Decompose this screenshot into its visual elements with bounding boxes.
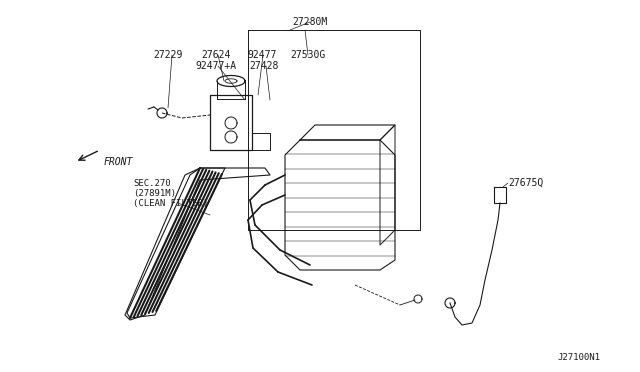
Text: 92477: 92477 xyxy=(247,50,276,60)
Text: 27675Q: 27675Q xyxy=(508,178,543,188)
Text: 27530G: 27530G xyxy=(291,50,326,60)
Text: SEC.270: SEC.270 xyxy=(133,179,171,187)
Text: 92477+A: 92477+A xyxy=(195,61,237,71)
Text: 27428: 27428 xyxy=(250,61,278,71)
Text: 27229: 27229 xyxy=(154,50,182,60)
Text: 27280M: 27280M xyxy=(292,17,328,27)
Text: (CLEAN FILTER): (CLEAN FILTER) xyxy=(133,199,208,208)
Text: 27624: 27624 xyxy=(202,50,230,60)
Text: (27891M): (27891M) xyxy=(133,189,176,198)
Text: J27100N1: J27100N1 xyxy=(557,353,600,362)
Text: FRONT: FRONT xyxy=(104,157,133,167)
